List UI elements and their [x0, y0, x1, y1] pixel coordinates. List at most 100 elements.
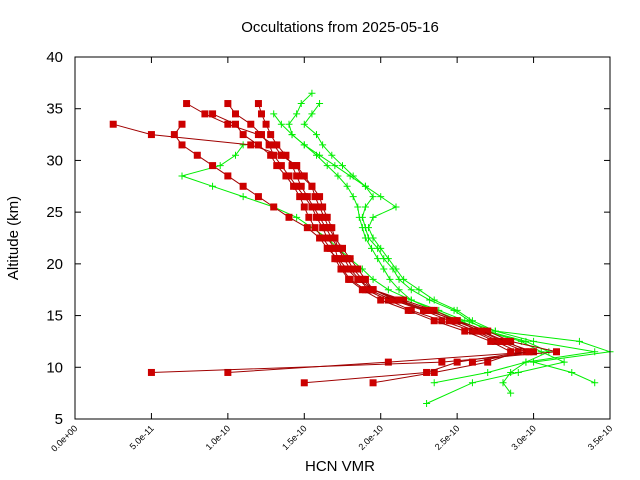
data-point-plus [300, 120, 308, 128]
data-point-plus [349, 172, 357, 180]
data-point-square [502, 337, 510, 345]
series-red-5 [209, 110, 515, 356]
data-point-plus [537, 348, 545, 356]
x-tick-label: 1.0e-10 [204, 423, 233, 452]
y-tick-label: 20 [46, 256, 63, 273]
data-point-square [277, 162, 285, 170]
data-point-square [323, 234, 331, 242]
data-point-plus [374, 244, 382, 252]
data-point-square [507, 348, 515, 356]
data-point-plus [313, 131, 321, 139]
data-point-square [337, 265, 345, 273]
data-point-plus [395, 286, 403, 294]
data-point-square [290, 182, 298, 190]
data-point-square [267, 151, 275, 159]
data-point-plus [319, 141, 327, 149]
data-point-plus [308, 89, 316, 97]
data-point-square [109, 120, 117, 128]
series-line [257, 103, 528, 384]
data-point-square [328, 234, 336, 242]
data-point-square [247, 120, 255, 128]
series-red-0 [109, 120, 538, 376]
data-point-square [426, 306, 434, 314]
data-point-square [484, 327, 492, 335]
data-point-square [309, 203, 317, 211]
data-point-plus [239, 141, 247, 149]
data-point-square [224, 120, 232, 128]
data-point-square [446, 317, 453, 325]
data-point-square [471, 327, 479, 335]
data-point-square [300, 203, 308, 211]
data-point-plus [339, 162, 346, 170]
data-point-square [267, 131, 275, 139]
series-line [173, 123, 531, 363]
data-point-square [450, 317, 458, 325]
data-point-square [514, 348, 522, 356]
data-point-square [430, 317, 438, 325]
data-point-square [293, 172, 301, 180]
data-point-plus [316, 100, 324, 108]
data-point-square [297, 182, 305, 190]
data-point-plus [384, 286, 392, 294]
data-point-square [254, 141, 262, 149]
data-point-plus [507, 389, 515, 397]
data-point-square [308, 182, 316, 190]
data-point-square [491, 337, 499, 345]
data-point-square [496, 337, 504, 345]
data-point-square [273, 141, 281, 149]
data-point-plus [358, 224, 366, 232]
data-point-plus [395, 275, 403, 283]
data-point-square [183, 100, 191, 108]
data-point-square [254, 100, 262, 108]
data-point-plus [530, 337, 538, 345]
data-point-square [224, 172, 232, 180]
data-point-square [311, 193, 319, 201]
data-point-plus [591, 379, 599, 387]
y-tick-label: 35 [46, 101, 63, 118]
data-point-square [209, 110, 217, 118]
data-point-plus [343, 182, 351, 190]
data-point-plus [591, 348, 599, 356]
data-point-square [257, 110, 265, 118]
data-point-square [453, 358, 461, 366]
data-point-square [377, 296, 385, 304]
data-point-square [316, 193, 324, 201]
data-point-square [300, 379, 308, 387]
x-tick-label: 1.5e-10 [280, 423, 309, 452]
series-green-8 [270, 110, 568, 407]
data-point-square [334, 244, 342, 252]
data-point-square [239, 182, 247, 190]
data-point-square [320, 213, 328, 221]
data-point-square [507, 337, 515, 345]
series-line [227, 103, 520, 384]
data-point-square [430, 306, 438, 314]
data-point-square [247, 141, 255, 149]
data-point-square [293, 162, 301, 170]
data-point-plus [285, 120, 293, 128]
data-point-square [430, 368, 438, 376]
data-point-plus [349, 193, 357, 201]
data-point-plus [407, 286, 415, 294]
y-tick-label: 40 [46, 49, 63, 66]
data-point-square [354, 275, 362, 283]
data-point-plus [380, 265, 388, 273]
data-point-plus [423, 399, 431, 407]
data-point-square [400, 296, 408, 304]
data-point-plus [426, 296, 434, 304]
data-point-square [270, 203, 278, 211]
data-point-square [170, 131, 178, 139]
x-tick-label: 3.5e-10 [586, 423, 615, 452]
data-point-plus [430, 379, 438, 387]
data-point-plus [232, 151, 239, 159]
data-point-square [461, 327, 469, 335]
data-point-square [438, 358, 446, 366]
data-point-square [147, 368, 155, 376]
data-point-plus [355, 213, 363, 221]
data-point-plus [293, 110, 301, 118]
x-tick-label: 5.0e-11 [128, 423, 156, 451]
x-tick-label: 2.5e-10 [433, 423, 462, 452]
data-point-square [364, 286, 372, 294]
data-point-plus [270, 110, 278, 118]
series-red-4 [170, 120, 533, 366]
